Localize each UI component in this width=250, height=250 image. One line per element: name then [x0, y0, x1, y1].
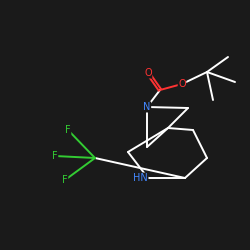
- Text: F: F: [65, 125, 71, 135]
- Text: N: N: [143, 102, 151, 112]
- Text: O: O: [178, 79, 186, 89]
- Text: HN: HN: [133, 173, 148, 183]
- Text: O: O: [144, 68, 152, 78]
- Text: F: F: [52, 151, 58, 161]
- Text: F: F: [62, 175, 68, 185]
